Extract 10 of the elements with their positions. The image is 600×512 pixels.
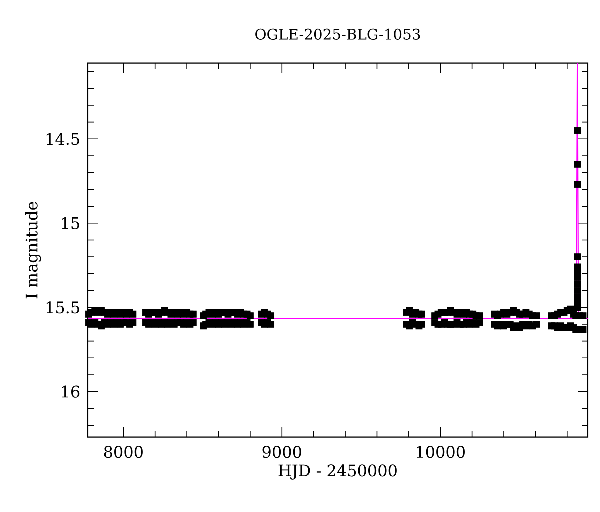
y-tick-label: 16 <box>62 386 80 398</box>
chart-title: OGLE-2025-BLG-1053 <box>256 28 420 40</box>
y-tick-label: 15.5 <box>46 302 80 314</box>
x-tick-label: 9000 <box>262 446 302 458</box>
y-axis-title: I magnitude <box>25 202 42 299</box>
y-tick-label: 14.5 <box>46 133 80 146</box>
x-tick-label: 10000 <box>417 446 465 458</box>
y-tick-label: 15 <box>62 217 80 230</box>
x-tick-label: 8000 <box>104 446 143 458</box>
x-axis-title: HJD - 2450000 <box>278 464 397 480</box>
